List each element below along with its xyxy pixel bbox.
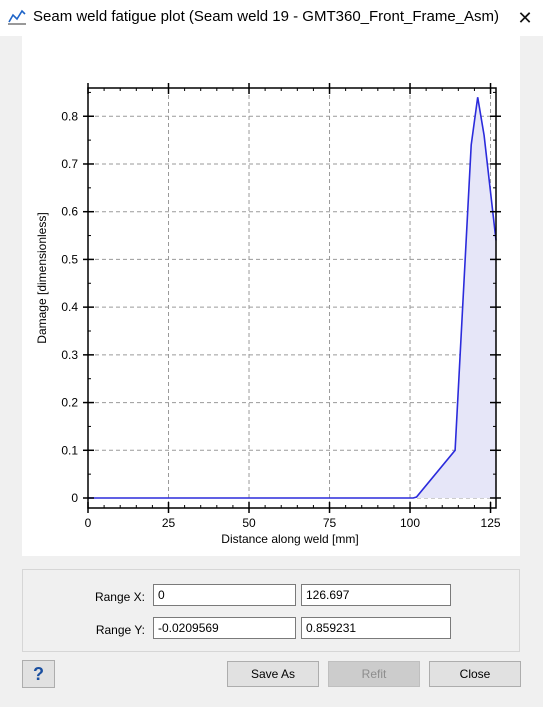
save-as-button[interactable]: Save As bbox=[227, 661, 319, 687]
range-y-label: Range Y: bbox=[95, 623, 145, 637]
line-chart-icon bbox=[8, 9, 26, 25]
plot-area: 0 25 50 75 100 125 0 0.1 0.2 0.3 0.4 0.5 0.6 0.7 0.8 Di… bbox=[22, 36, 520, 556]
y-tick-label-2: 0.2 bbox=[61, 396, 78, 410]
x-tick-label-2: 50 bbox=[242, 516, 256, 530]
y-tick-label-7: 0.7 bbox=[61, 157, 78, 171]
damage-chart[interactable]: 0 25 50 75 100 125 0 0.1 0.2 0.3 0.4 0.5 0.6 0.7 0.8 Di… bbox=[22, 36, 520, 556]
y-tick-label-1: 0.1 bbox=[61, 443, 78, 457]
x-tick-label-4: 100 bbox=[400, 516, 420, 530]
y-tick-label-4: 0.4 bbox=[61, 300, 78, 314]
close-icon[interactable]: ✕ bbox=[517, 7, 533, 28]
x-tick-label-0: 0 bbox=[85, 516, 92, 530]
range-x-min-input[interactable] bbox=[153, 584, 296, 606]
window-title: Seam weld fatigue plot (Seam weld 19 - G… bbox=[33, 8, 500, 25]
title-bar[interactable]: Seam weld fatigue plot (Seam weld 19 - G… bbox=[0, 0, 543, 36]
damage-area-fill bbox=[88, 97, 496, 498]
x-tick-label-1: 25 bbox=[162, 516, 176, 530]
range-group: Range X: Range Y: bbox=[22, 569, 520, 652]
y-tick-label-6: 0.6 bbox=[61, 205, 78, 219]
y-tick-label-8: 0.8 bbox=[61, 109, 78, 123]
x-tick-label-3: 75 bbox=[323, 516, 337, 530]
refit-button[interactable]: Refit bbox=[328, 661, 420, 687]
x-tick-label-5: 125 bbox=[481, 516, 501, 530]
plot-frame bbox=[87, 87, 497, 509]
x-axis-label: Distance along weld [mm] bbox=[221, 532, 358, 546]
y-tick-label-3: 0.3 bbox=[61, 348, 78, 362]
range-x-max-input[interactable] bbox=[301, 584, 451, 606]
y-tick-label-0: 0 bbox=[71, 491, 78, 505]
range-x-label: Range X: bbox=[94, 590, 145, 604]
damage-series-line bbox=[88, 97, 497, 499]
help-button[interactable]: ? bbox=[22, 660, 55, 688]
range-y-min-input[interactable] bbox=[153, 617, 296, 639]
y-tick-label-5: 0.5 bbox=[61, 252, 78, 266]
y-axis-label: Damage [dimensionless] bbox=[35, 212, 49, 343]
range-y-max-input[interactable] bbox=[301, 617, 451, 639]
close-button[interactable]: Close bbox=[429, 661, 521, 687]
